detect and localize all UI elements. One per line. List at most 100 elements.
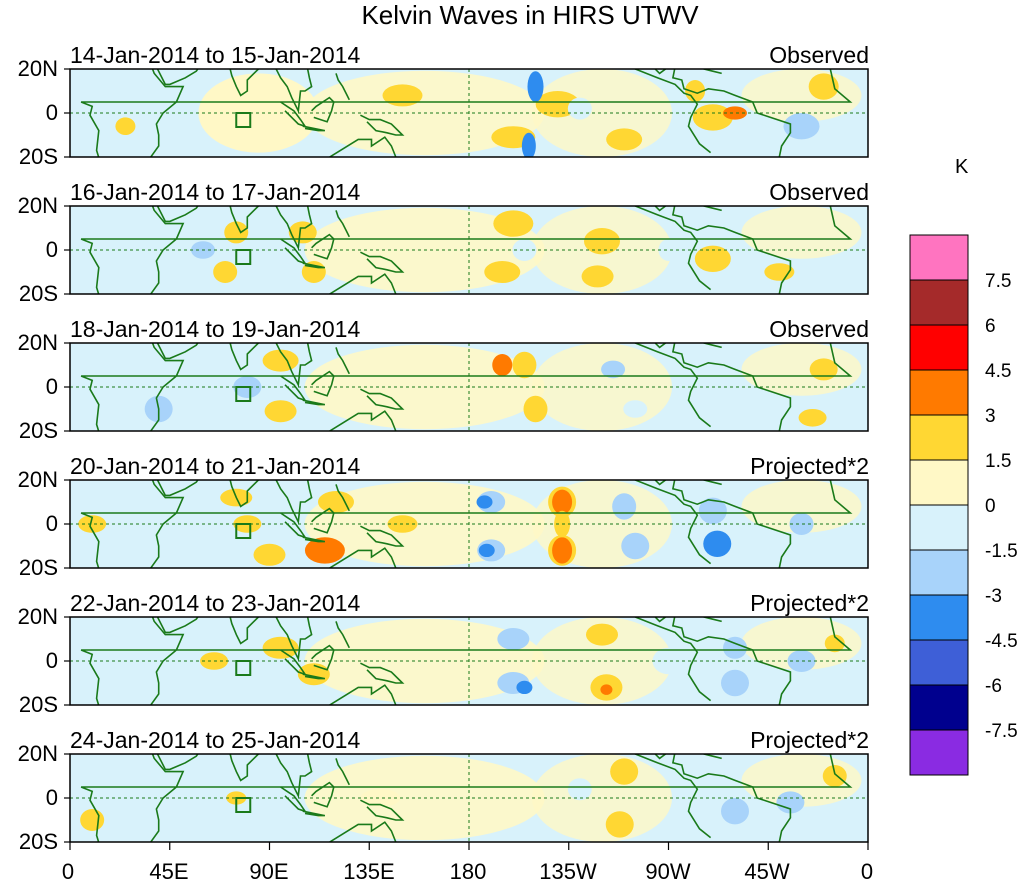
coastline	[360, 388, 405, 410]
coastline	[360, 114, 405, 136]
anomaly-contour	[798, 409, 827, 427]
panel-4-date: 20-Jan-2014 to 21-Jan-2014	[70, 453, 361, 479]
coastline	[654, 617, 792, 705]
coastline	[156, 343, 199, 360]
lon-label-90e: 90E	[249, 859, 289, 884]
region-box	[235, 523, 252, 539]
colorbar-swatch	[909, 234, 969, 281]
lon-label-0: 0	[61, 859, 75, 884]
anomaly-contour	[516, 680, 533, 695]
coastline	[275, 69, 313, 114]
anomaly-contour	[360, 789, 401, 807]
lat-label-20n: 20N	[17, 193, 58, 218]
anomaly-contour	[789, 513, 814, 535]
coastline	[275, 206, 313, 251]
coastline	[335, 758, 351, 786]
lat-label-20s: 20S	[18, 692, 58, 717]
coastline	[335, 210, 351, 238]
lon-label-45w: 45W	[744, 859, 790, 884]
coastline	[360, 251, 405, 273]
anomaly-contour	[605, 811, 634, 838]
anomaly-contour	[497, 628, 530, 650]
lon-label-135w: 135W	[539, 859, 597, 884]
anomaly-contour	[382, 84, 423, 107]
lat-label-eq: 0	[45, 100, 58, 125]
colorbar-label: 0	[985, 496, 996, 517]
panel-4-type: Projected*2	[750, 453, 869, 479]
coastline	[280, 512, 307, 539]
coastline	[311, 370, 335, 397]
panel-2-type: Observed	[769, 179, 869, 205]
anomaly-contour	[723, 106, 747, 120]
coastline	[80, 206, 853, 294]
anomaly-contour	[304, 537, 345, 564]
coastline	[702, 206, 722, 212]
anomaly-contour	[493, 210, 534, 237]
lat-label-20n: 20N	[17, 741, 58, 766]
anomaly-contour	[584, 228, 620, 255]
colorbar-label: -3	[985, 586, 1002, 607]
coastline	[302, 125, 326, 132]
panel-2-date: 16-Jan-2014 to 17-Jan-2014	[70, 179, 361, 205]
coastline	[80, 617, 853, 705]
anomaly-contour	[703, 530, 732, 557]
coastline	[633, 754, 712, 839]
coastline	[328, 136, 397, 157]
coastline	[633, 617, 712, 702]
coastline	[335, 73, 351, 101]
coastline	[702, 480, 722, 486]
anomaly-contour	[288, 221, 317, 244]
anomaly-contour	[115, 117, 136, 135]
anomaly-contour	[621, 532, 650, 560]
anomaly-region	[741, 480, 862, 533]
coastline	[302, 536, 326, 543]
coastline	[80, 343, 853, 431]
coastline	[654, 206, 792, 294]
lat-label-20s: 20S	[18, 555, 58, 580]
anomaly-contour	[512, 239, 537, 261]
coastline	[280, 101, 307, 128]
anomaly-contour	[586, 623, 618, 646]
panel-1-type: Observed	[769, 42, 869, 68]
anomaly-contour	[606, 128, 643, 151]
anomaly-contour	[78, 515, 107, 533]
coastline	[280, 238, 307, 265]
anomaly-contour	[808, 73, 839, 100]
coastline	[156, 617, 199, 634]
anomaly-contour	[600, 684, 613, 695]
lat-label-eq: 0	[45, 785, 58, 810]
anomaly-contour	[658, 239, 679, 261]
anomaly-contour	[694, 245, 731, 272]
panel-3-type: Observed	[769, 316, 869, 342]
anomaly-region	[532, 617, 672, 705]
coastline	[311, 781, 335, 808]
coastline	[328, 273, 397, 294]
coastline	[311, 96, 335, 123]
lat-label-eq: 0	[45, 511, 58, 536]
coastline	[302, 673, 326, 680]
coastline	[280, 786, 307, 813]
anomaly-contour	[783, 113, 820, 140]
lat-label-eq: 0	[45, 237, 58, 262]
anomaly-contour	[623, 400, 648, 418]
colorbar-label: -4.5	[985, 631, 1018, 652]
coastline	[156, 754, 199, 771]
coastline	[633, 69, 712, 154]
lat-label-20s: 20S	[18, 281, 58, 306]
colorbar-label: -1.5	[985, 541, 1018, 562]
lon-label-45e: 45E	[149, 859, 189, 884]
coastline	[280, 649, 307, 676]
colorbar-label: 4.5	[985, 361, 1012, 382]
coastline	[156, 206, 199, 223]
coastline	[654, 480, 792, 568]
coastline	[275, 617, 313, 662]
coastline	[702, 617, 722, 623]
anomaly-contour	[318, 491, 354, 513]
anomaly-region	[741, 343, 862, 396]
anomaly-contour	[492, 354, 513, 376]
lat-label-eq: 0	[45, 648, 58, 673]
coastline	[360, 799, 405, 821]
coastline	[702, 754, 722, 760]
coastline	[311, 507, 335, 534]
anomaly-contour	[776, 791, 805, 814]
